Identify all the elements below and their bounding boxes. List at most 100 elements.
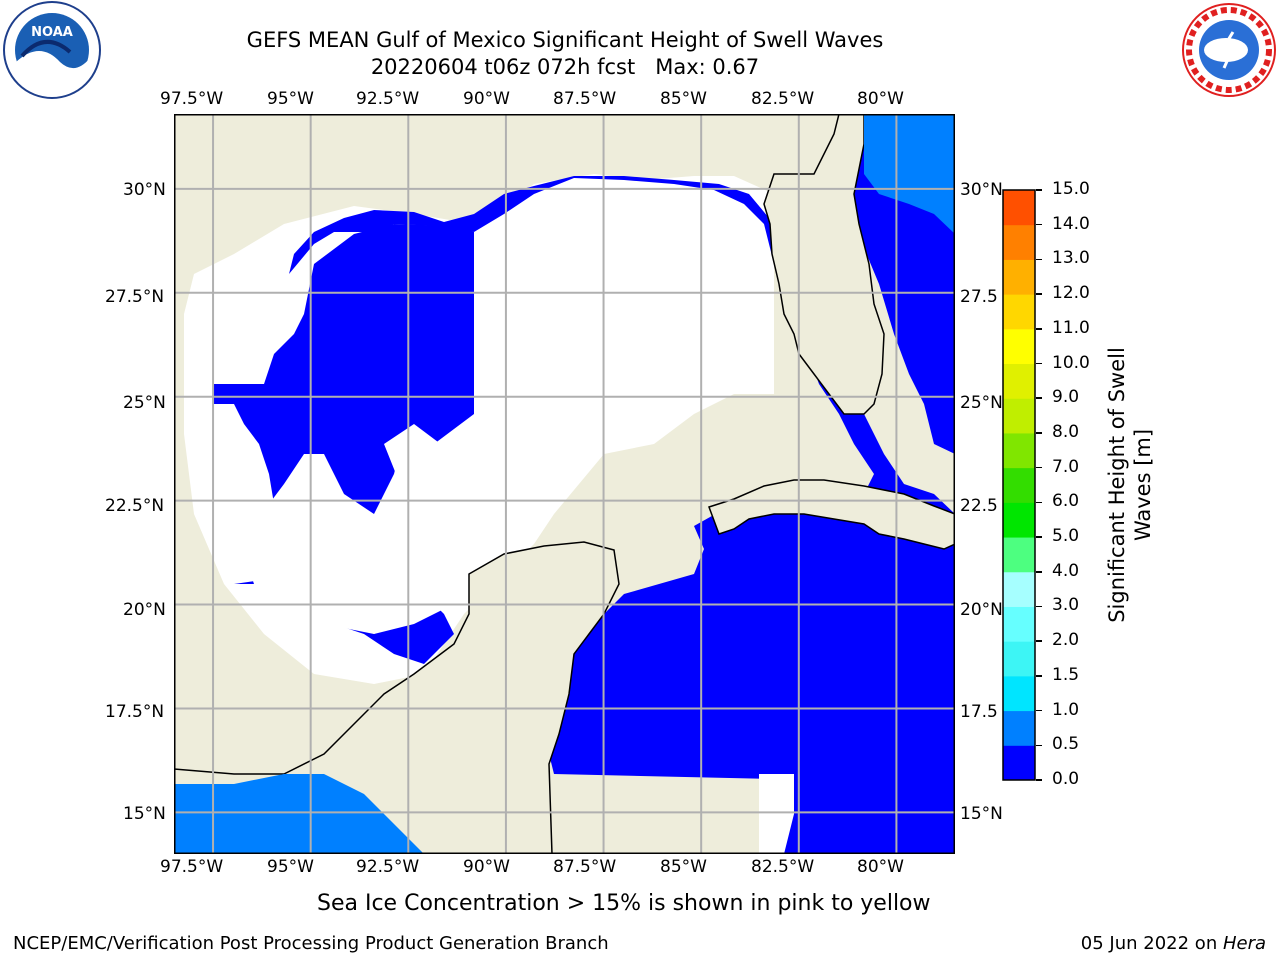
lat-tick-right: 30°N xyxy=(960,180,1003,200)
colorbar-tick-label: 1.0 xyxy=(1052,699,1080,720)
lon-tick-top: 87.5°W xyxy=(553,89,617,109)
cuba-land xyxy=(708,479,955,550)
colorbar-tick-mark xyxy=(1036,640,1042,642)
colorbar-tick-label: 13.0 xyxy=(1052,248,1090,269)
lat-tick-left: 27.5°N xyxy=(105,287,165,307)
lon-tick-bottom: 87.5°W xyxy=(553,857,617,877)
colorbar-segment xyxy=(1003,502,1035,538)
map-panel xyxy=(174,114,955,854)
footer-machine: Hera xyxy=(1222,933,1266,954)
colorbar-tick-mark xyxy=(1036,466,1042,469)
colorbar-tick-label: 10.0 xyxy=(1052,352,1090,373)
colorbar-tick-label: 6.0 xyxy=(1052,491,1080,512)
colorbar-segment xyxy=(1003,432,1035,469)
nws-logo xyxy=(1178,0,1280,100)
caribbean-white xyxy=(759,774,794,854)
lon-tick-bottom: 82.5°W xyxy=(751,857,815,877)
pacific-swell-region xyxy=(174,774,424,854)
lat-tick-left: 30°N xyxy=(123,180,166,200)
colorbar xyxy=(1002,189,1036,781)
colorbar-tick-mark xyxy=(1036,362,1042,365)
colorbar-tick-label: 2.0 xyxy=(1052,630,1080,651)
colorbar-segment xyxy=(1003,294,1035,330)
colorbar-tick-label: 1.5 xyxy=(1052,664,1080,685)
colorbar-tick-mark xyxy=(1036,779,1042,781)
no-data-patch xyxy=(384,424,534,534)
colorbar-tick-label: 11.0 xyxy=(1052,317,1090,338)
colorbar-tick-label: 14.0 xyxy=(1052,213,1090,234)
colorbar-tick-mark xyxy=(1036,744,1042,747)
colorbar-segment xyxy=(1003,745,1035,781)
colorbar-segment xyxy=(1003,571,1035,607)
colorbar-tick-mark xyxy=(1036,432,1042,434)
colorbar-segment xyxy=(1003,363,1035,399)
colorbar-tick-label: 5.0 xyxy=(1052,526,1080,547)
lat-tick-right: 25°N xyxy=(960,393,1003,413)
colorbar-tick-mark xyxy=(1036,571,1042,573)
colorbar-frame xyxy=(1002,189,1036,781)
noaa-logo: NOAA xyxy=(0,0,104,104)
colorbar-tick-label: 7.0 xyxy=(1052,456,1080,477)
colorbar-tick-label: 0.5 xyxy=(1052,734,1080,755)
colorbar-label-line2: Waves [m] xyxy=(1131,428,1155,542)
lat-tick-left: 25°N xyxy=(123,393,166,413)
lon-tick-bottom: 85°W xyxy=(660,857,707,877)
footer-left: NCEP/EMC/Verification Post Processing Pr… xyxy=(13,933,609,954)
colorbar-tick-mark xyxy=(1036,709,1042,712)
no-data-patch xyxy=(214,494,264,544)
colorbar-segment xyxy=(1003,710,1035,746)
colorbar-tick-label: 3.0 xyxy=(1052,595,1080,616)
lat-tick-left: 17.5°N xyxy=(105,702,165,722)
lat-tick-right: 20°N xyxy=(960,600,1003,620)
colorbar-segment xyxy=(1003,467,1035,503)
gridlines xyxy=(174,114,955,854)
lon-tick-bottom: 97.5°W xyxy=(160,857,224,877)
colorbar-segment xyxy=(1003,606,1035,642)
colorbar-tick-mark xyxy=(1036,189,1042,191)
lat-tick-left: 15°N xyxy=(123,804,166,824)
lon-tick-top: 95°W xyxy=(267,89,314,109)
caribbean-water xyxy=(774,779,955,854)
colorbar-tick-mark xyxy=(1036,675,1042,677)
colorbar-tick-mark xyxy=(1036,605,1042,608)
lon-tick-bottom: 92.5°W xyxy=(356,857,420,877)
footer-date: 05 Jun 2022 on xyxy=(1080,933,1223,954)
lon-tick-top: 97.5°W xyxy=(160,89,224,109)
colorbar-segment xyxy=(1003,328,1035,365)
colorbar-tick-mark xyxy=(1036,328,1042,330)
footer-right: 05 Jun 2022 on Hera xyxy=(1081,933,1266,954)
colorbar-tick-mark xyxy=(1036,223,1042,226)
colorbar-tick-mark xyxy=(1036,536,1042,538)
lat-tick-left: 22.5°N xyxy=(105,496,165,516)
colorbar-tick-label: 0.0 xyxy=(1052,769,1080,789)
colorbar-segment xyxy=(1003,259,1035,295)
lat-tick-right: 22.5 xyxy=(960,496,998,516)
colorbar-tick-label: 15.0 xyxy=(1052,179,1090,199)
atlantic-swell-region xyxy=(864,114,955,234)
colorbar-tick-mark xyxy=(1036,397,1042,399)
colorbar-tick-label: 12.0 xyxy=(1052,283,1090,304)
lon-tick-top: 92.5°W xyxy=(356,89,420,109)
lat-tick-left: 20°N xyxy=(123,600,166,620)
lon-tick-top: 85°W xyxy=(660,89,707,109)
colorbar-tick-mark xyxy=(1036,258,1042,261)
map-frame xyxy=(174,114,955,854)
lon-tick-bottom: 80°W xyxy=(857,857,904,877)
colorbar-segment xyxy=(1003,675,1035,712)
lat-tick-right: 17.5 xyxy=(960,702,998,722)
colorbar-label-line1: Significant Height of Swell xyxy=(1105,347,1129,623)
lon-tick-top: 80°W xyxy=(857,89,904,109)
colorbar-segment xyxy=(1003,398,1035,434)
colorbar-segment xyxy=(1003,641,1035,677)
colorbar-segment xyxy=(1003,537,1035,573)
gulf-water-west xyxy=(199,224,474,514)
chart-title-line2: 20220604 t06z 072h fcst Max: 0.67 xyxy=(370,55,760,79)
colorbar-tick-label: 8.0 xyxy=(1052,421,1080,442)
colorbar-segment xyxy=(1003,190,1035,226)
colorbar-label: Significant Height of Swell Waves [m] xyxy=(1104,347,1156,623)
lon-tick-bottom: 90°W xyxy=(463,857,510,877)
colorbar-tick-label: 9.0 xyxy=(1052,387,1080,408)
lon-tick-top: 82.5°W xyxy=(751,89,815,109)
colorbar-tick-mark xyxy=(1036,501,1042,504)
sea-ice-note: Sea Ice Concentration > 15% is shown in … xyxy=(317,891,931,916)
